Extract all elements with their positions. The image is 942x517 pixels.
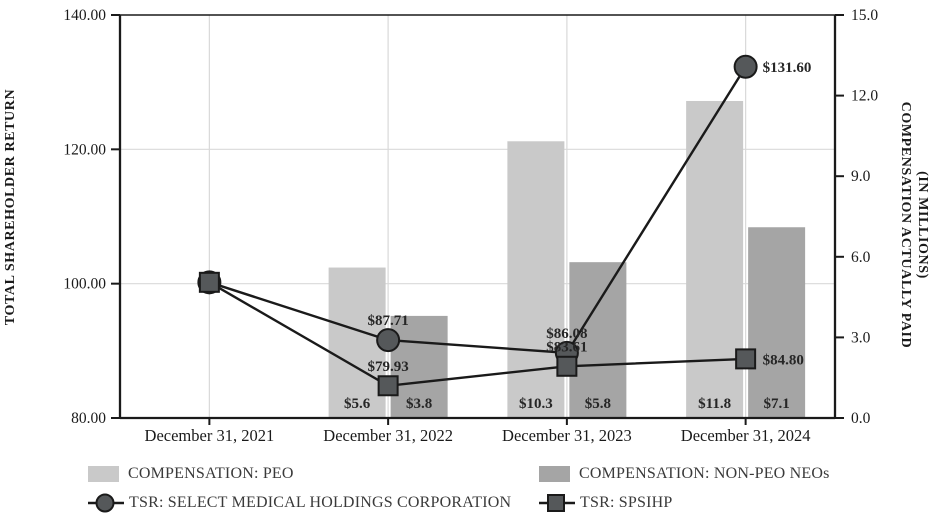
square-glyph	[539, 494, 575, 512]
legend-label: COMPENSATION: PEO	[128, 465, 294, 482]
circle-marker-icon	[88, 492, 124, 514]
bar-peo	[507, 141, 565, 419]
tsr-value-label: $83.61	[546, 339, 587, 355]
x-tick-label: December 31, 2024	[681, 426, 811, 445]
right-tick-label: 3.0	[851, 329, 871, 346]
square-marker-icon	[539, 492, 575, 514]
non-peo-bar-swatch-icon	[539, 466, 570, 482]
square-marker	[556, 355, 578, 377]
square-marker	[377, 375, 399, 397]
tsr-line-spsihp	[208, 281, 746, 387]
right-tick-label: 12.0	[851, 88, 878, 105]
bar-value-label: $5.6	[344, 396, 371, 412]
bar-non-peo	[748, 227, 806, 418]
left-tick-label: 140.00	[63, 7, 106, 24]
bar-value-label: $11.8	[698, 396, 731, 412]
left-tick-label: 120.00	[63, 141, 106, 158]
x-tick-label: December 31, 2023	[502, 426, 632, 445]
legend-item-tsr-select-medical: TSR: SELECT MEDICAL HOLDINGS CORPORATION	[88, 491, 511, 515]
tsr-line-select-medical	[209, 66, 747, 355]
circle-marker	[733, 54, 758, 79]
bar-value-label: $3.8	[406, 396, 432, 412]
tsr-value-label: $131.60	[763, 60, 812, 76]
square-marker	[198, 271, 220, 293]
bar-non-peo	[390, 315, 448, 418]
legend-item-tsr-spsihp: TSR: SPSIHP	[539, 491, 830, 515]
tsr-value-label: $87.71	[368, 313, 409, 329]
bar-value-label: $10.3	[519, 396, 553, 412]
left-tick-label: 80.00	[71, 410, 106, 427]
legend-item-compensation-peo: COMPENSATION: PEO	[88, 462, 511, 486]
circle-glyph	[88, 493, 124, 513]
right-tick-label: 6.0	[851, 249, 871, 266]
tsr-value-label: $84.80	[763, 352, 804, 368]
tsr-value-label: $79.93	[368, 359, 409, 375]
bar-value-label: $5.8	[585, 396, 611, 412]
legend-label: TSR: SPSIHP	[580, 494, 673, 511]
legend-label: TSR: SELECT MEDICAL HOLDINGS CORPORATION	[129, 494, 512, 511]
left-axis-title: TOTAL SHAREHOLDER RETURN	[3, 89, 18, 325]
square-marker	[735, 348, 757, 370]
bar-non-peo	[569, 262, 627, 418]
tsr-value-label: $86.08	[546, 326, 587, 342]
bar-peo	[686, 100, 744, 419]
left-tick-label: 100.00	[63, 276, 106, 293]
bar-value-label: $7.1	[764, 396, 790, 412]
right-tick-label: 9.0	[851, 168, 871, 185]
x-tick-label: December 31, 2021	[145, 426, 275, 445]
circle-marker	[376, 328, 401, 353]
chart-plot-area: $5.6 $10.3 $11.8 $3.8 $5.8 $7.1 $87.71 $86.08 $1…	[3, 7, 930, 445]
right-tick-label: 0.0	[851, 410, 871, 427]
legend-column-right: COMPENSATION: NON-PEO NEOs TSR: SPSIHP	[539, 462, 830, 517]
legend-column-left: COMPENSATION: PEO TSR: SELECT MEDICAL HO…	[88, 462, 511, 517]
legend-label: COMPENSATION: NON-PEO NEOs	[579, 465, 830, 482]
right-axis-title-line1: COMPENSATION ACTUALLY PAID	[898, 102, 913, 349]
legend-item-compensation-non-peo: COMPENSATION: NON-PEO NEOs	[539, 462, 830, 486]
bar-peo	[328, 267, 386, 418]
x-tick-label: December 31, 2022	[323, 426, 453, 445]
right-axis-title-line2: (IN MILLIONS)	[915, 171, 930, 279]
right-tick-label: 15.0	[851, 7, 878, 24]
peo-bar-swatch-icon	[88, 466, 119, 482]
